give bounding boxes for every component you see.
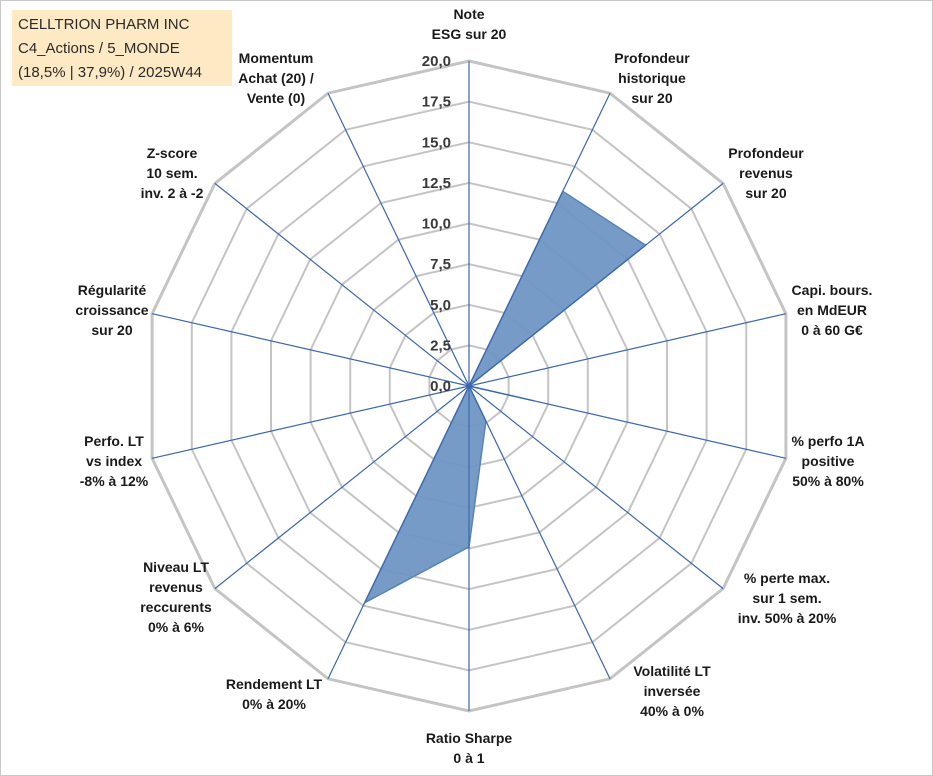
tick-label: 17,5 xyxy=(422,94,451,111)
axis-label: Régularité croissance sur 20 xyxy=(75,282,148,338)
axis-label: Momentum Achat (20) / Vente (0) xyxy=(238,50,314,106)
tick-label: 2,5 xyxy=(430,337,451,354)
tick-label: 10,0 xyxy=(422,216,451,233)
tick-label: 5,0 xyxy=(430,297,451,314)
radial-tick-labels: 0,0 2,5 5,0 7,5 10,0 12,5 15,0 17,5 20,0 xyxy=(422,53,451,395)
tick-label: 20,0 xyxy=(422,53,451,70)
axis-label: Perfo. LT vs index -8% à 12% xyxy=(80,433,149,489)
axis-label: % perfo 1A positive 50% à 80% xyxy=(791,433,864,489)
tick-label: 7,5 xyxy=(430,256,451,273)
title-box: CELLTRION PHARM INC C4_Actions / 5_MONDE… xyxy=(12,10,232,86)
axis-label: % perte max. sur 1 sem. inv. 50% à 20% xyxy=(738,570,837,626)
radar-spoke xyxy=(151,385,470,459)
radar-spoke xyxy=(214,182,470,387)
title-line-company: CELLTRION PHARM INC xyxy=(18,16,190,33)
radar-spoke xyxy=(468,385,724,590)
tick-label: 0,0 xyxy=(430,378,451,395)
axis-labels: Note ESG sur 20 Profondeur historique sur 20… xyxy=(75,6,872,766)
radar-spoke xyxy=(468,313,787,387)
radar-spoke xyxy=(214,385,470,590)
radar-spokes xyxy=(151,61,787,711)
radar-spoke xyxy=(327,385,470,680)
axis-label: Rendement LT 0% à 20% xyxy=(226,676,323,712)
axis-label: Profondeur revenus sur 20 xyxy=(728,145,804,201)
radar-spoke xyxy=(468,385,611,680)
radar-spoke xyxy=(468,182,724,387)
axis-label: Capi. bours. en MdEUR 0 à 60 G€ xyxy=(792,282,873,338)
tick-label: 15,0 xyxy=(422,134,451,151)
axis-label: Niveau LT revenus reccurents 0% à 6% xyxy=(140,559,212,635)
radar-spoke xyxy=(327,92,470,387)
radar-spoke xyxy=(151,313,470,387)
title-line-stats: (18,5% | 37,9%) / 2025W44 xyxy=(18,64,202,81)
tick-label: 12,5 xyxy=(422,175,451,192)
axis-label: Ratio Sharpe 0 à 1 xyxy=(426,730,513,766)
axis-label: Note ESG sur 20 xyxy=(432,6,507,42)
axis-label: Z-score 10 sem. inv. 2 à -2 xyxy=(141,145,204,201)
radar-spoke xyxy=(468,385,787,459)
radar-spoke xyxy=(468,92,611,387)
title-line-category: C4_Actions / 5_MONDE xyxy=(18,40,180,57)
axis-label: Profondeur historique sur 20 xyxy=(614,50,690,106)
axis-label: Volatilité LT inversée 40% à 0% xyxy=(633,663,711,719)
